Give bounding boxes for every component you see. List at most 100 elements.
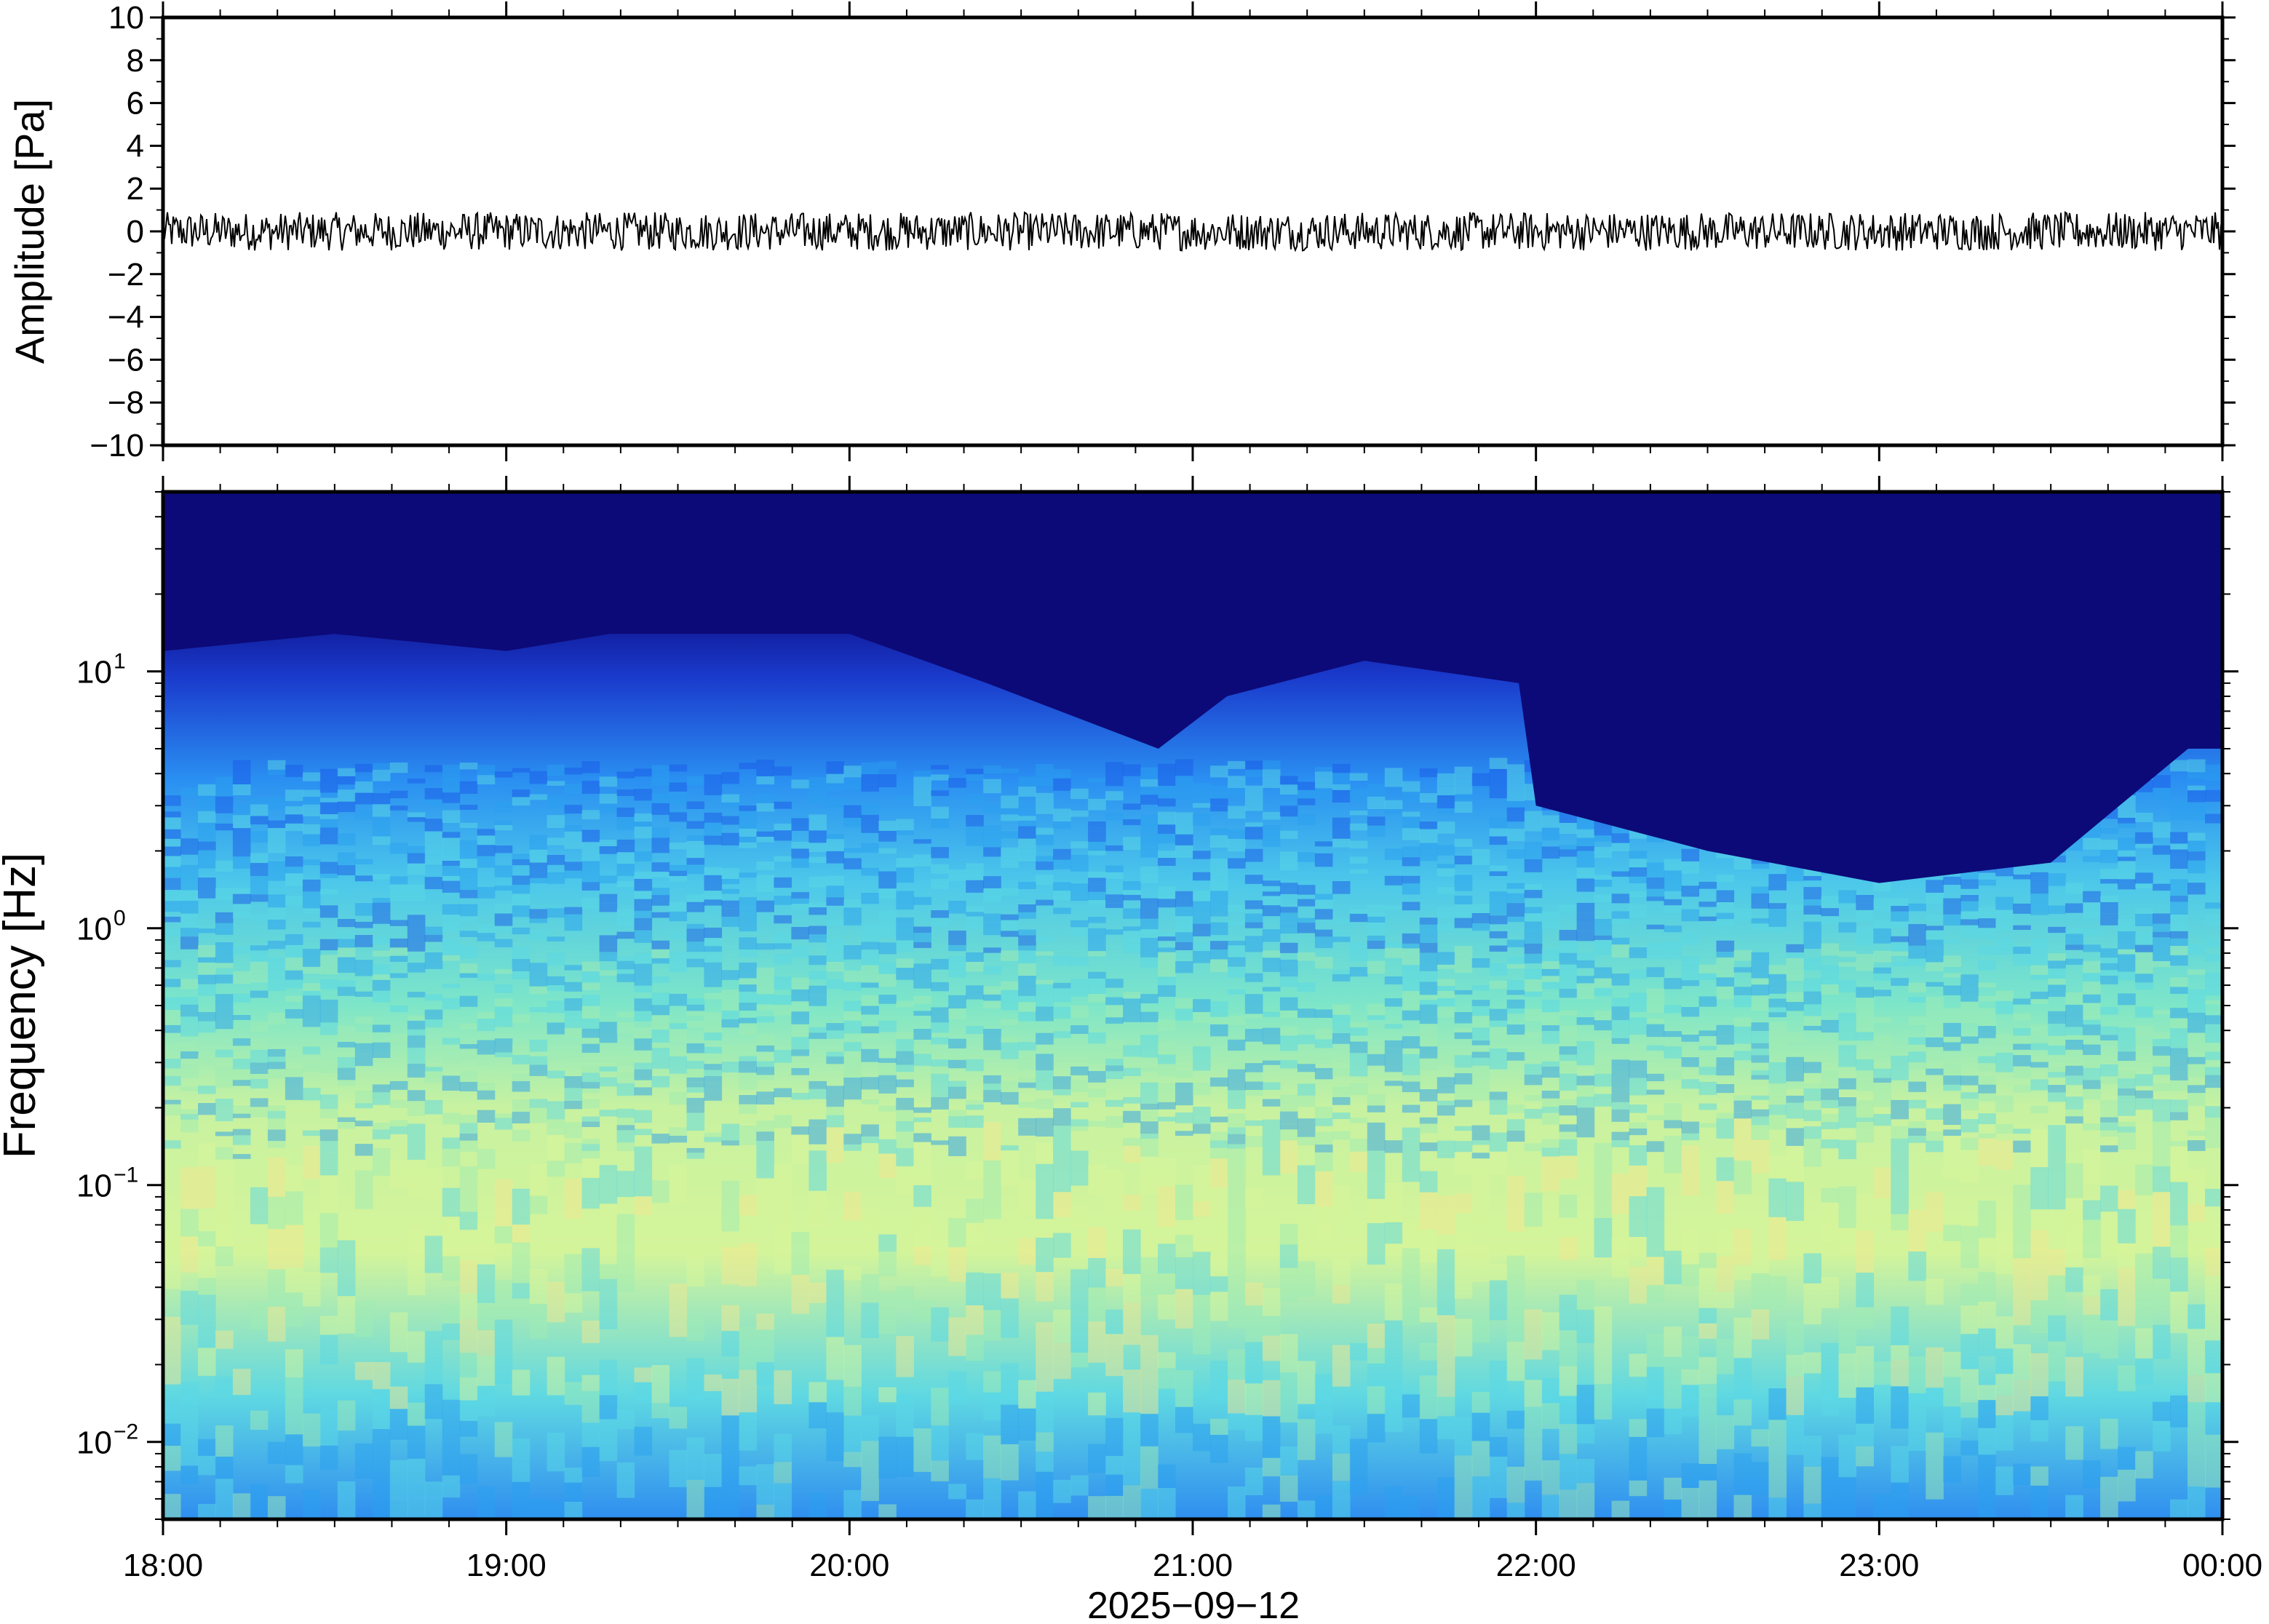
spectrogram-cell: [581, 1390, 600, 1406]
spectrogram-cell: [2170, 1060, 2188, 1068]
spectrogram-cell: [581, 1065, 600, 1073]
spectrogram-cell: [1105, 1456, 1124, 1475]
spectrogram-cell: [477, 829, 496, 836]
spectrogram-cell: [739, 1195, 757, 1216]
spectrogram-cell: [1279, 1010, 1298, 1019]
spectrogram-cell: [1210, 1147, 1228, 1159]
spectrogram-cell: [407, 845, 426, 853]
spectrogram-cell: [581, 982, 600, 990]
spectrogram-cell: [2083, 891, 2101, 903]
spectrogram-cell: [843, 765, 862, 778]
spectrogram-cell: [337, 980, 356, 987]
spectrogram-cell: [1018, 1082, 1036, 1088]
spectrogram-cell: [2205, 1043, 2222, 1052]
spectrogram-cell: [1262, 1060, 1281, 1065]
spectrogram-cell: [529, 1099, 548, 1108]
spectrogram-cell: [1175, 1289, 1193, 1329]
spectrogram-cell: [1314, 788, 1333, 800]
spectrogram-cell: [1158, 899, 1176, 908]
spectrogram-cell: [1960, 1305, 1979, 1334]
spectrogram-cell: [424, 843, 443, 856]
spectrogram-cell: [791, 841, 809, 849]
spectrogram-cell: [1681, 1487, 1700, 1519]
spectrogram-cell: [948, 1059, 966, 1069]
spectrogram-cell: [529, 963, 548, 975]
spectrogram-cell: [180, 787, 199, 797]
spectrogram-cell: [1559, 952, 1578, 965]
spectrogram-cell: [2170, 946, 2188, 955]
spectrogram-cell: [1751, 1075, 1770, 1080]
spectrogram-cell: [1419, 1004, 1438, 1015]
spectrogram-cell: [581, 961, 600, 972]
spectrogram-cell: [1314, 1009, 1333, 1018]
spectrogram-cell: [1123, 1145, 1141, 1163]
spectrogram-cell: [1314, 929, 1333, 937]
spectrogram-cell: [1803, 991, 1821, 1005]
spectrogram-cell: [651, 1023, 670, 1030]
spectrogram-cell: [686, 1112, 705, 1126]
spectrogram-cell: [215, 1006, 234, 1013]
spectrogram-cell: [215, 1012, 234, 1022]
spectrogram-cell: [861, 1137, 879, 1144]
spectrogram-cell: [878, 1251, 897, 1277]
spectrogram-cell: [2030, 955, 2049, 966]
spectrogram-cell: [634, 768, 653, 777]
spectrogram-cell: [1244, 1282, 1263, 1306]
spectrogram-cell: [2030, 1105, 2049, 1114]
spectrogram-cell: [564, 843, 583, 849]
spectrogram-cell: [389, 1312, 408, 1353]
spectrogram-cell: [1228, 1061, 1246, 1070]
spectrogram-cell: [808, 1134, 827, 1145]
spectrogram-cell: [581, 869, 600, 883]
spectrogram-cell: [1681, 980, 1700, 987]
spectrogram-cell: [250, 1062, 269, 1074]
spectrogram-cell: [686, 1087, 705, 1093]
spectrogram-cell: [1681, 1145, 1700, 1175]
spectrogram-cell: [634, 871, 653, 879]
spectrogram-cell: [442, 876, 461, 881]
spectrogram-cell: [1402, 816, 1420, 829]
spectrogram-cell: [1088, 871, 1106, 878]
spectrogram-cell: [1541, 1061, 1560, 1067]
spectrogram-cell: [861, 1441, 879, 1484]
spectrogram-cell: [1716, 1229, 1735, 1257]
spectrogram-cell: [1262, 825, 1281, 836]
spectrogram-cell: [913, 789, 931, 800]
spectrogram-cell: [2170, 1099, 2188, 1112]
spectrogram-cell: [1349, 967, 1368, 977]
spectrogram-cell: [896, 1064, 914, 1072]
spectrogram-cell: [1001, 888, 1019, 896]
spectrogram-cell: [1926, 1068, 1944, 1075]
spectrogram-cell: [581, 1082, 600, 1088]
spectrogram-cell: [372, 836, 391, 845]
spectrogram-cell: [1140, 1115, 1159, 1122]
spectrogram-cell: [581, 1038, 600, 1044]
spectrogram-cell: [1158, 1294, 1176, 1320]
spectrogram-cell: [1070, 1353, 1089, 1368]
spectrogram-cell: [704, 1454, 723, 1487]
spectrogram-cell: [1436, 986, 1455, 991]
spectrogram-cell: [529, 1064, 548, 1076]
spectrogram-cell: [1123, 1369, 1141, 1413]
spectrogram-cell: [931, 878, 949, 885]
spectrogram-cell: [774, 830, 792, 841]
spectrogram-cell: [319, 1065, 338, 1073]
spectrogram-cell: [424, 831, 443, 843]
spectrogram-cell: [372, 964, 391, 975]
spectrogram-cell: [564, 1122, 583, 1133]
spectrogram-cell: [1279, 1123, 1298, 1130]
spectrogram-cell: [1716, 977, 1735, 987]
spectrogram-cell: [1036, 1204, 1054, 1219]
spectrogram-cell: [1018, 1102, 1036, 1108]
spectrogram-cell: [739, 937, 757, 950]
spectrogram-cell: [477, 1330, 496, 1356]
spectrogram-cell: [826, 897, 844, 906]
spectrogram-cell: [1088, 1258, 1106, 1288]
spectrogram-cell: [564, 831, 583, 844]
spectrogram-cell: [686, 933, 705, 942]
spectrogram-cell: [1158, 1064, 1176, 1076]
spectrogram-cell: [1541, 1147, 1560, 1157]
spectrogram-cell: [1838, 1313, 1856, 1354]
spectrogram-cell: [512, 959, 531, 971]
spectrogram-cell: [966, 1222, 984, 1247]
